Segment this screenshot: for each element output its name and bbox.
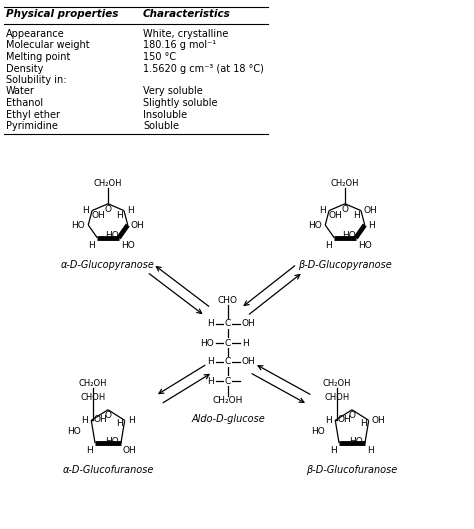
Text: H: H bbox=[326, 416, 332, 425]
Text: Pyrimidine: Pyrimidine bbox=[6, 121, 58, 131]
Text: α-D-Glucopyranose: α-D-Glucopyranose bbox=[61, 260, 155, 270]
Text: H: H bbox=[368, 221, 374, 230]
Text: H: H bbox=[82, 206, 89, 215]
Text: Ethanol: Ethanol bbox=[6, 98, 43, 108]
Text: O: O bbox=[104, 205, 111, 214]
Text: OH: OH bbox=[372, 416, 385, 425]
Text: Aldo-D-glucose: Aldo-D-glucose bbox=[191, 414, 265, 424]
Text: OH: OH bbox=[91, 212, 105, 221]
Text: Appearance: Appearance bbox=[6, 29, 65, 39]
Text: HO: HO bbox=[72, 221, 85, 230]
Text: CHOH: CHOH bbox=[324, 393, 350, 402]
Text: C: C bbox=[225, 320, 231, 329]
Text: H: H bbox=[242, 339, 249, 348]
Text: Soluble: Soluble bbox=[143, 121, 179, 131]
Text: OH: OH bbox=[131, 221, 145, 230]
Text: White, crystalline: White, crystalline bbox=[143, 29, 228, 39]
Text: CHO: CHO bbox=[218, 296, 238, 305]
Text: HO: HO bbox=[358, 241, 372, 250]
Text: CH₂OH: CH₂OH bbox=[213, 396, 243, 405]
Text: O: O bbox=[341, 205, 348, 214]
Text: OH: OH bbox=[337, 415, 351, 424]
Text: CHOH: CHOH bbox=[81, 393, 106, 402]
Text: H: H bbox=[207, 320, 214, 329]
Text: H: H bbox=[117, 212, 123, 221]
Text: O: O bbox=[348, 411, 356, 419]
Text: CH₂OH: CH₂OH bbox=[323, 379, 351, 388]
Text: Molecular weight: Molecular weight bbox=[6, 41, 90, 50]
Text: Solubility in:: Solubility in: bbox=[6, 75, 66, 85]
Text: H: H bbox=[319, 206, 326, 215]
Text: OH: OH bbox=[328, 212, 342, 221]
Text: 1.5620 g cm⁻³ (at 18 °C): 1.5620 g cm⁻³ (at 18 °C) bbox=[143, 63, 264, 74]
Text: CH₂OH: CH₂OH bbox=[79, 379, 107, 388]
Text: HO: HO bbox=[200, 339, 214, 348]
Text: Insoluble: Insoluble bbox=[143, 110, 187, 120]
Text: HO: HO bbox=[311, 427, 325, 436]
Text: C: C bbox=[225, 339, 231, 348]
Text: H: H bbox=[89, 241, 95, 250]
Text: HO: HO bbox=[342, 232, 356, 241]
Text: HO: HO bbox=[349, 437, 363, 446]
Text: 180.16 g mol⁻¹: 180.16 g mol⁻¹ bbox=[143, 41, 216, 50]
Text: HO: HO bbox=[67, 427, 81, 436]
Text: Very soluble: Very soluble bbox=[143, 87, 203, 96]
Text: H: H bbox=[207, 377, 214, 386]
Text: Physical properties: Physical properties bbox=[6, 9, 118, 19]
Text: H: H bbox=[82, 416, 88, 425]
Text: H: H bbox=[127, 206, 134, 215]
Text: H: H bbox=[86, 446, 93, 455]
Text: CH₂OH: CH₂OH bbox=[94, 179, 122, 188]
Text: Water: Water bbox=[6, 87, 35, 96]
Text: HO: HO bbox=[309, 221, 322, 230]
Text: H: H bbox=[117, 419, 123, 428]
Text: CH₂OH: CH₂OH bbox=[331, 179, 359, 188]
Text: H: H bbox=[367, 446, 374, 455]
Text: OH: OH bbox=[242, 320, 256, 329]
Text: H: H bbox=[361, 419, 367, 428]
Text: OH: OH bbox=[123, 446, 137, 455]
Text: H: H bbox=[354, 212, 360, 221]
Text: C: C bbox=[225, 358, 231, 367]
Text: OH: OH bbox=[364, 206, 378, 215]
Text: α-D-Glucofuranose: α-D-Glucofuranose bbox=[62, 465, 154, 475]
Text: Slightly soluble: Slightly soluble bbox=[143, 98, 218, 108]
Text: β-D-Glucofuranose: β-D-Glucofuranose bbox=[306, 465, 398, 475]
Text: C: C bbox=[225, 377, 231, 386]
Text: β-D-Glucopyranose: β-D-Glucopyranose bbox=[298, 260, 392, 270]
Text: H: H bbox=[128, 416, 135, 425]
Text: H: H bbox=[330, 446, 337, 455]
Text: Ethyl ether: Ethyl ether bbox=[6, 110, 60, 120]
Text: HO: HO bbox=[105, 437, 119, 446]
Text: HO: HO bbox=[105, 232, 119, 241]
Text: 150 °C: 150 °C bbox=[143, 52, 176, 62]
Text: H: H bbox=[207, 358, 214, 367]
Text: O: O bbox=[104, 411, 111, 419]
Text: OH: OH bbox=[242, 358, 256, 367]
Text: H: H bbox=[326, 241, 332, 250]
Text: HO: HO bbox=[121, 241, 135, 250]
Text: Melting point: Melting point bbox=[6, 52, 70, 62]
Text: Characteristics: Characteristics bbox=[143, 9, 231, 19]
Text: Density: Density bbox=[6, 63, 44, 74]
Text: OH: OH bbox=[93, 415, 107, 424]
